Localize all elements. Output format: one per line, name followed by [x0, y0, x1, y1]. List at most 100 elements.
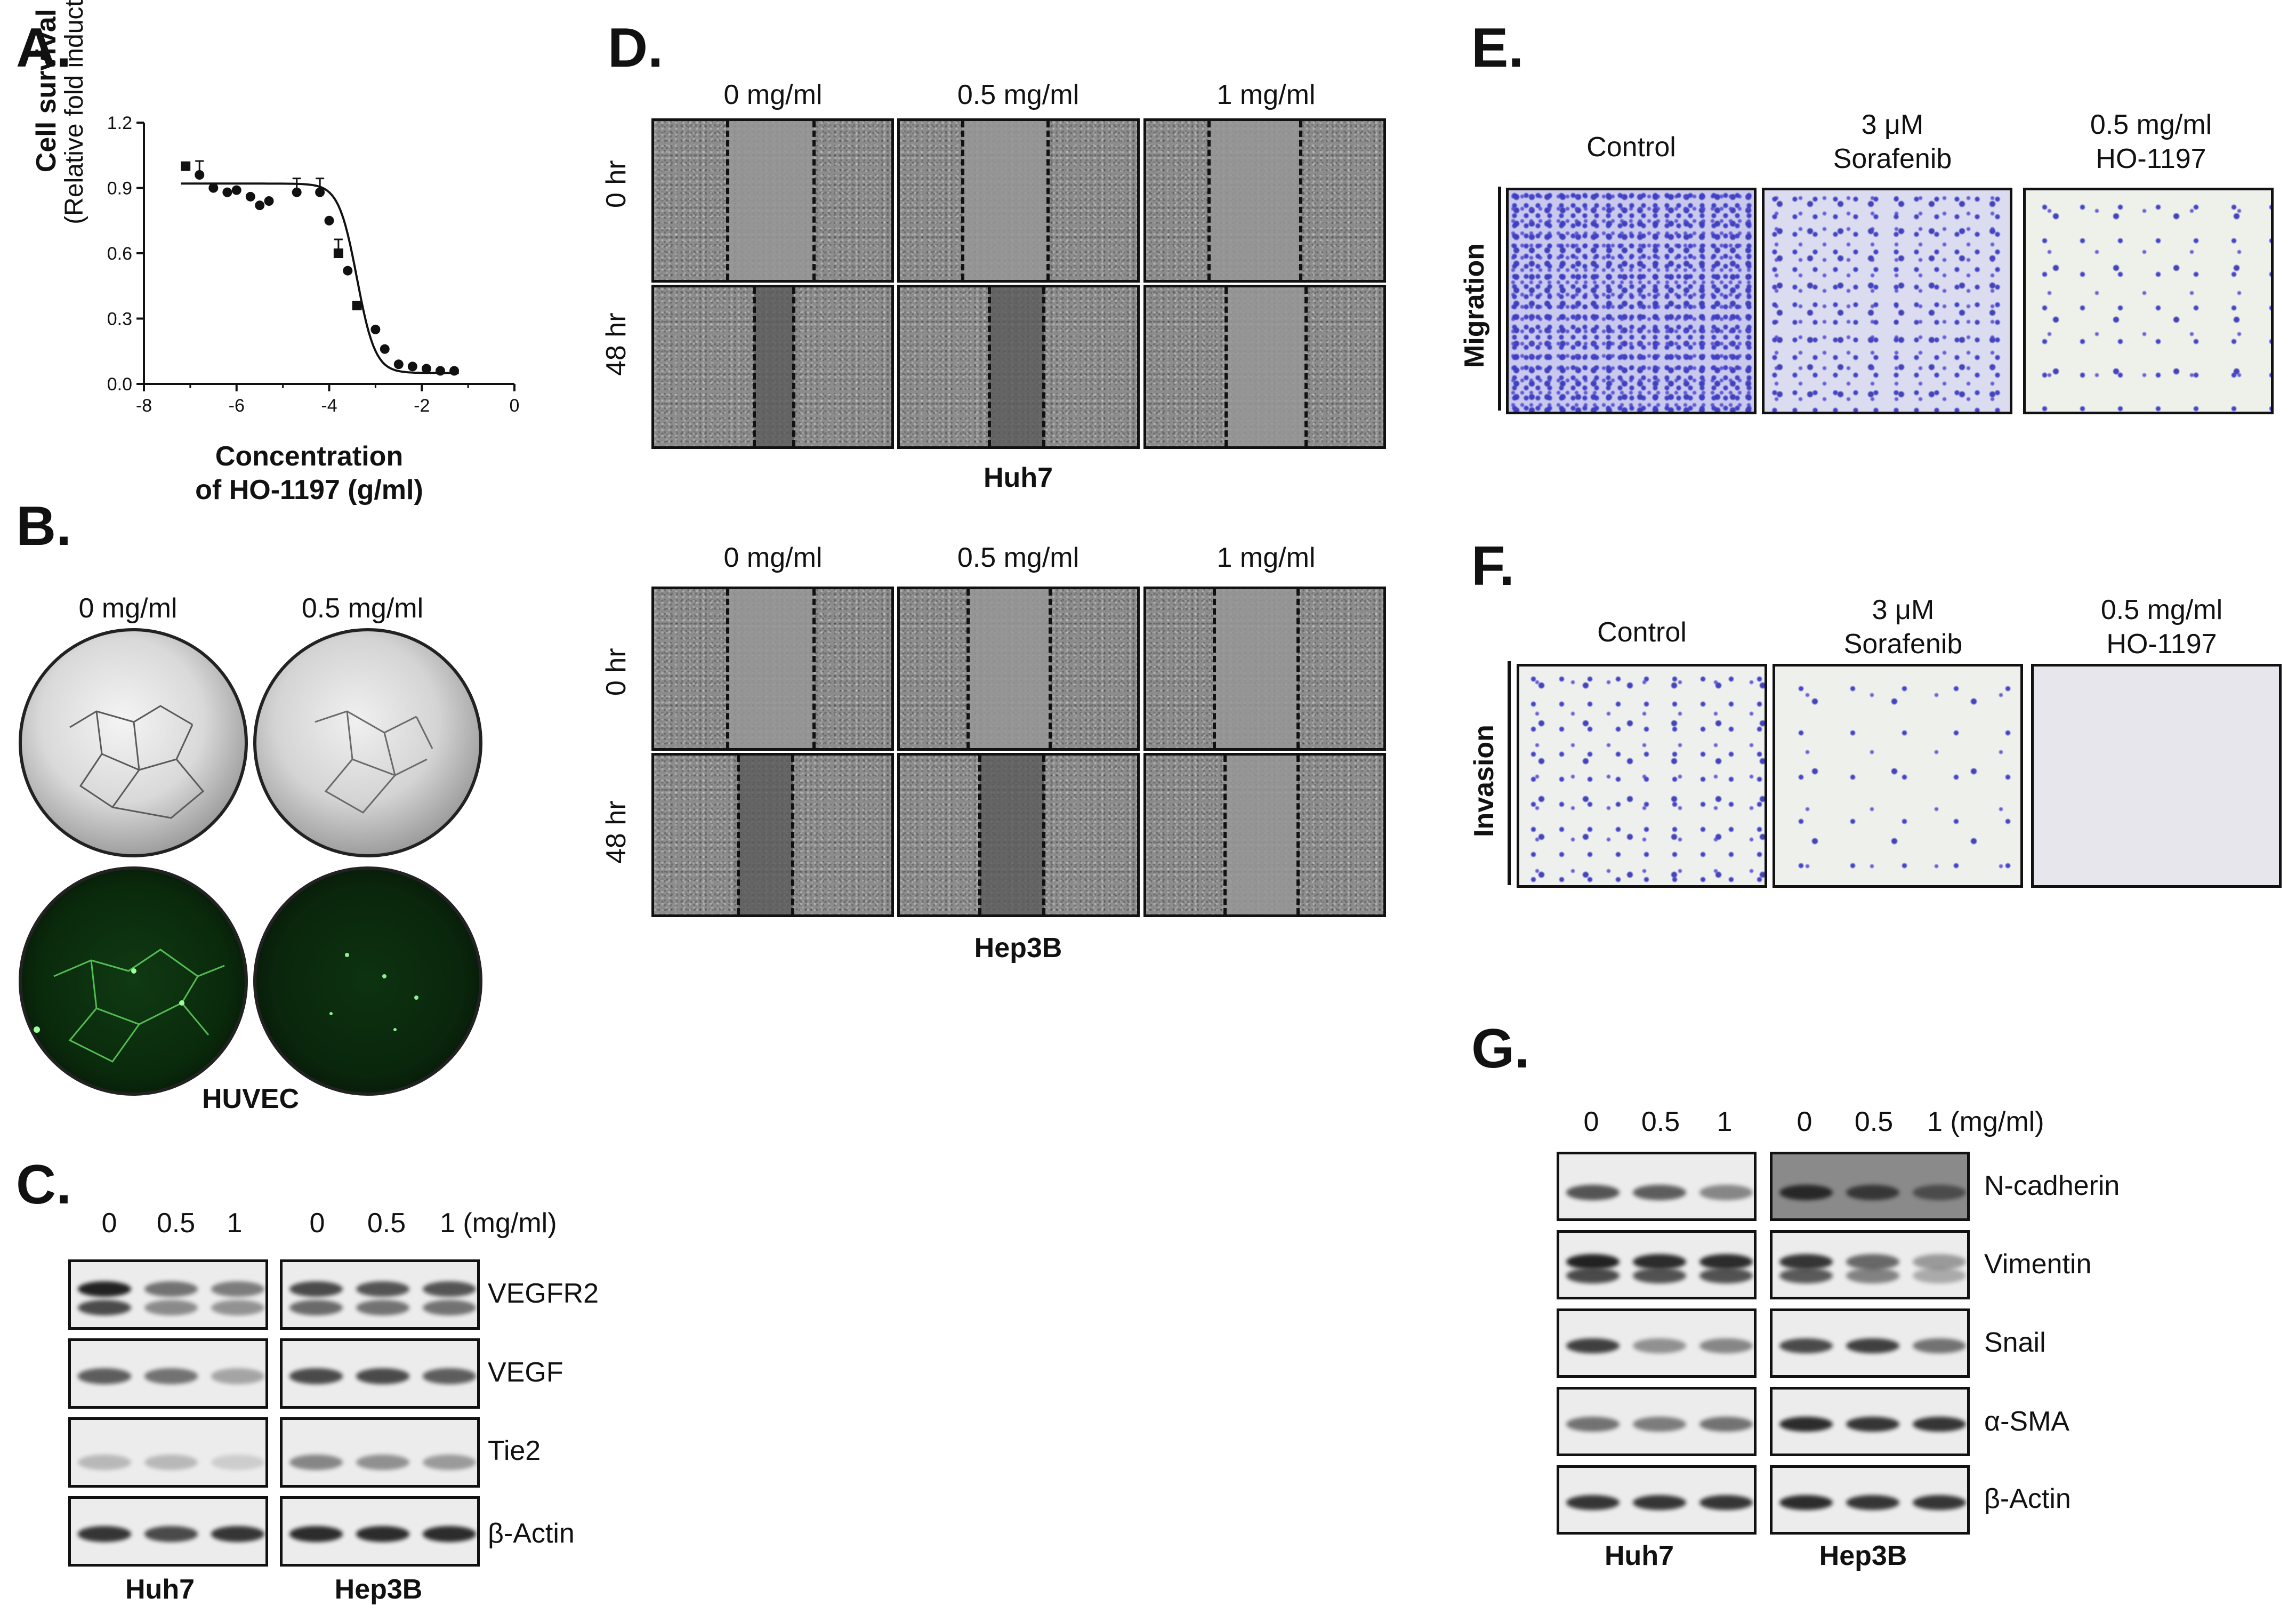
- band: [1779, 1254, 1833, 1270]
- tube-network-green: [34, 949, 238, 1063]
- blot-huh7-row-4: [1557, 1465, 1757, 1535]
- g-cell-hep3b: Hep3B: [1819, 1540, 1907, 1571]
- g-protein-vimentin: Vimentin: [1984, 1249, 2092, 1280]
- wound-edge-line: [966, 589, 970, 748]
- wound-edge-line: [1049, 589, 1052, 748]
- ylabel-bold: Cell survival: [31, 9, 62, 173]
- fit-curve: [181, 182, 459, 374]
- panel-letter-g: G.: [1471, 1018, 1530, 1080]
- panel-letter-e: E.: [1471, 17, 1524, 79]
- wound-edge-line: [812, 589, 816, 748]
- wound-edge-line: [1304, 287, 1308, 446]
- data-point: [436, 366, 445, 376]
- panel-a-ylabel: Cell survival (Relative fold induction): [31, 0, 88, 251]
- f-col-0-line1: Control: [1597, 617, 1687, 648]
- blot-hep3b-row-3: [1770, 1387, 1970, 1456]
- scratch-gap: [754, 287, 794, 446]
- g-conc-hep3b-2: 1 (mg/ml): [1927, 1106, 2044, 1137]
- panel-letter-c: C.: [16, 1154, 71, 1216]
- wound-edge-line: [812, 121, 816, 280]
- band: [77, 1368, 131, 1384]
- d-bottom-row-1: 48 hr: [601, 800, 632, 864]
- c-conc-hep3b-0: 0: [309, 1208, 325, 1239]
- wound-huh7-r1-c2: [1143, 285, 1386, 449]
- d-top-col-2: 1 mg/ml: [1217, 79, 1316, 110]
- f-row-bracket: [1508, 661, 1511, 885]
- wound-hep3b-r0-c1: [897, 587, 1140, 751]
- c-conc-huh7-2: 1: [227, 1208, 243, 1239]
- wound-edge-line: [988, 287, 991, 446]
- d-top-col-1: 0.5 mg/ml: [957, 79, 1079, 110]
- y-tick-label: 1.2: [107, 113, 132, 133]
- band: [77, 1281, 131, 1297]
- band: [289, 1281, 343, 1297]
- scratch-gap: [989, 287, 1044, 446]
- wound-edge-line: [1046, 121, 1050, 280]
- tube-fluorescence-control: [19, 866, 248, 1096]
- wound-edge-line: [1296, 756, 1300, 914]
- wound-edge-line: [1207, 121, 1211, 280]
- scratch-gap: [1214, 589, 1298, 748]
- data-point: [208, 183, 219, 193]
- band: [211, 1526, 264, 1542]
- band: [1699, 1268, 1753, 1283]
- c-conc-huh7-1: 0.5: [156, 1208, 196, 1239]
- band: [211, 1454, 264, 1470]
- g-conc-huh7-2: 1: [1717, 1106, 1733, 1137]
- band: [1566, 1254, 1620, 1270]
- band: [1912, 1254, 1966, 1270]
- blot-huh7-row-2: [1557, 1308, 1757, 1378]
- band: [1632, 1338, 1686, 1354]
- panel-a-xlabel-2: of HO-1197 (g/ml): [195, 475, 423, 505]
- band: [144, 1526, 198, 1542]
- band: [144, 1281, 198, 1297]
- wound-huh7-r0-c1: [897, 118, 1140, 283]
- band: [211, 1300, 264, 1316]
- blot-huh7-row-0: [68, 1259, 268, 1330]
- panel-letter-f: F.: [1471, 535, 1514, 597]
- scratch-gap: [1209, 121, 1301, 280]
- band: [356, 1281, 409, 1297]
- d-bottom-col-1: 0.5 mg/ml: [957, 542, 1079, 573]
- tube-network-sparse: [315, 710, 433, 814]
- wound-edge-line: [791, 756, 794, 914]
- d-top-row-0: 0 hr: [601, 160, 632, 208]
- c-conc-hep3b-1: 0.5: [367, 1208, 406, 1239]
- y-tick-label: 0.0: [107, 374, 132, 395]
- band: [1912, 1495, 1966, 1511]
- band: [1846, 1338, 1899, 1354]
- band: [144, 1454, 198, 1470]
- band: [356, 1454, 409, 1470]
- blot-hep3b-row-2: [280, 1417, 480, 1488]
- band: [1632, 1268, 1686, 1283]
- band: [1632, 1185, 1686, 1200]
- g-protein-bactin: β-Actin: [1984, 1483, 2071, 1514]
- band: [1846, 1185, 1899, 1200]
- panel-a-xlabel-1: Concentration: [215, 441, 404, 472]
- band: [356, 1368, 409, 1384]
- blot-hep3b-row-4: [1770, 1465, 1970, 1535]
- data-point: [245, 191, 255, 202]
- wound-edge-line: [1223, 756, 1227, 914]
- data-point: [449, 366, 460, 376]
- g-protein-snail: Snail: [1984, 1327, 2046, 1358]
- c-protein-vegf: VEGF: [488, 1357, 563, 1388]
- band: [77, 1300, 131, 1316]
- data-point: [255, 200, 265, 211]
- band: [356, 1526, 409, 1542]
- blot-huh7-row-3: [68, 1496, 268, 1567]
- data-point: [343, 266, 353, 276]
- band: [422, 1454, 476, 1470]
- panel-a-chart: -8 -6 -4 -2 0 0.0 0.3 0.6 0.9 1.2: [0, 0, 586, 512]
- data-point: [352, 301, 362, 310]
- scratch-gap: [968, 589, 1050, 748]
- blot-hep3b-row-0: [280, 1259, 480, 1330]
- x-tick-label: -4: [321, 396, 337, 416]
- x-tick-label: -2: [414, 396, 430, 416]
- f-col-2-line2: HO-1197: [2106, 629, 2217, 660]
- blot-hep3b-row-1: [1770, 1230, 1970, 1299]
- g-conc-huh7-0: 0: [1583, 1106, 1599, 1137]
- wound-edge-line: [726, 589, 729, 748]
- band: [1779, 1416, 1833, 1432]
- e-col-1-line2: Sorafenib: [1833, 143, 1952, 174]
